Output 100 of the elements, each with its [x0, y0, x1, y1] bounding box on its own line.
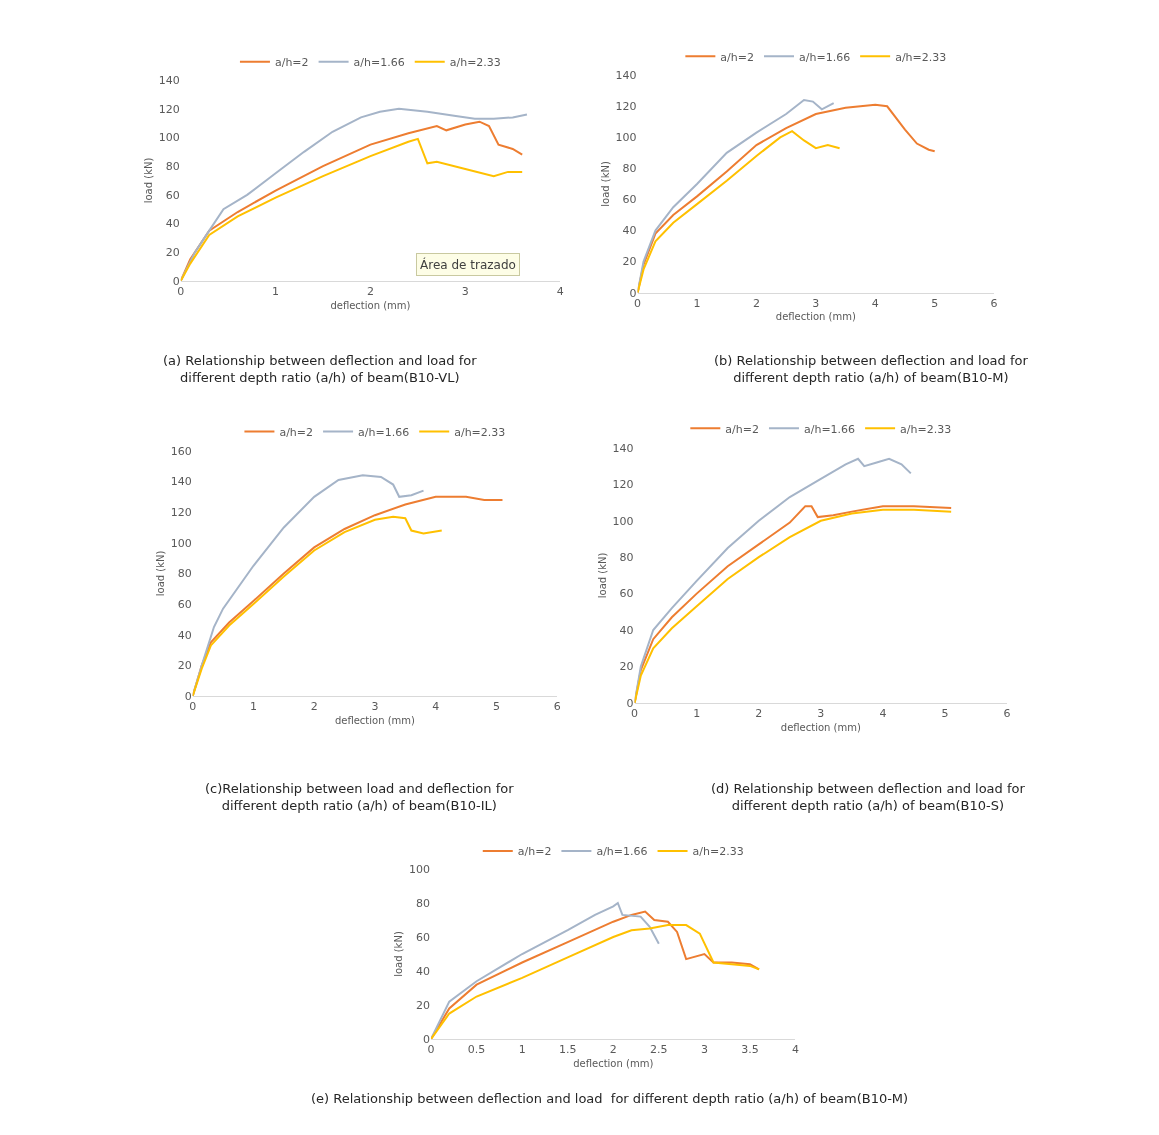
y-tick-label: 120 — [615, 100, 637, 114]
y-tick-label: 80 — [165, 159, 180, 173]
x-tick-label: 5 — [941, 707, 949, 721]
y-tick-label: 140 — [170, 475, 192, 489]
x-tick-label: 0.5 — [467, 1043, 486, 1057]
x-axis-title: deflection (mm) — [775, 311, 856, 323]
y-tick-label: 120 — [170, 505, 192, 519]
y-axis-title: load (kN) — [142, 157, 154, 204]
y-tick-label: 0 — [172, 274, 180, 288]
y-tick-label: 40 — [619, 623, 634, 637]
y-tick-label: 20 — [622, 255, 637, 269]
y-tick-label: 40 — [622, 224, 637, 238]
y-tick-label: 140 — [615, 69, 637, 83]
x-tick-label: 3 — [461, 285, 469, 299]
legend-label: a/h=1.66 — [353, 55, 405, 69]
x-tick-label: 1 — [693, 707, 701, 721]
x-tick-label: 3 — [817, 707, 825, 721]
y-tick-label: 100 — [615, 131, 637, 145]
legend-label: a/h=2.33 — [449, 55, 501, 69]
y-tick-label: 80 — [619, 551, 634, 565]
x-tick-label: 2 — [752, 296, 760, 310]
y-tick-label: 20 — [619, 660, 634, 674]
x-tick-label: 2 — [366, 285, 374, 299]
x-tick-label: 6 — [990, 296, 998, 310]
x-tick-label: 2.5 — [650, 1043, 668, 1057]
y-tick-label: 60 — [619, 587, 634, 601]
text: (d) Relationship between deflection and load for different depth ratio (a/h) of beam(B10-S) — [711, 781, 1026, 813]
y-tick-label: 60 — [416, 930, 431, 944]
y-tick-label: 100 — [170, 536, 192, 550]
x-axis-title: deflection (mm) — [780, 721, 861, 733]
text: (e) Relationship between deflection and load for different depth ratio (a/h) of beam(B10-M) — [311, 1091, 909, 1106]
x-tick-label: 1 — [518, 1043, 526, 1057]
y-tick-label: 0 — [423, 1032, 431, 1046]
line-series — [192, 515, 443, 696]
legend-label: a/h=2 — [725, 422, 759, 436]
y-tick-label: 140 — [158, 73, 180, 87]
x-tick-label: 2 — [755, 707, 763, 721]
legend-label: a/h=1.66 — [803, 422, 856, 436]
x-tick-label: 5 — [931, 296, 939, 310]
text: (b) Relationship between deflection and load for different depth ratio (a/h) of beam(B10-M) — [714, 353, 1029, 385]
x-axis-title: deflection (mm) — [330, 299, 411, 311]
x-tick-label: 6 — [553, 700, 561, 714]
y-tick-label: 20 — [165, 246, 180, 259]
x-tick-label: 1.5 — [558, 1043, 577, 1057]
x-tick-label: 2 — [609, 1043, 617, 1057]
y-tick-label: 160 — [170, 444, 192, 458]
x-tick-label: 3 — [812, 296, 820, 310]
legend-label: a/h=2 — [517, 845, 552, 859]
x-tick-label: 4 — [879, 707, 887, 721]
y-axis-title: load (kN) — [599, 161, 611, 207]
y-tick-label: 80 — [177, 567, 192, 581]
x-tick-label: 1 — [249, 700, 257, 714]
x-tick-label: 2 — [310, 700, 318, 714]
y-tick-label: 60 — [165, 188, 180, 202]
legend-label: a/h=1.66 — [799, 50, 851, 64]
x-tick-label: 1 — [272, 285, 280, 299]
y-tick-label: 120 — [612, 478, 634, 492]
y-tick-label: 20 — [416, 998, 431, 1012]
y-axis-title: load (kN) — [393, 931, 405, 977]
annotation: Área de trazado — [420, 257, 516, 272]
y-tick-label: 100 — [612, 514, 634, 528]
y-tick-label: 100 — [158, 131, 180, 145]
y-tick-label: 20 — [177, 659, 192, 673]
legend-label: a/h=2.33 — [900, 422, 952, 436]
text: (c)Relationship between load and deflection for different depth ratio (a/h) of beam(B10-IL) — [205, 781, 515, 813]
x-axis-title: deflection (mm) — [573, 1057, 654, 1069]
legend-label: a/h=1.66 — [358, 425, 410, 439]
legend-label: a/h=2 — [274, 55, 309, 69]
x-tick-label: 6 — [1003, 707, 1011, 721]
y-tick-label: 0 — [184, 689, 192, 703]
y-axis-title: load (kN) — [154, 550, 166, 597]
legend-label: a/h=2.33 — [454, 425, 506, 439]
x-tick-label: 3.5 — [741, 1043, 759, 1057]
legend-label: a/h=2.33 — [692, 845, 744, 859]
y-tick-label: 100 — [409, 862, 431, 876]
y-tick-label: 60 — [177, 597, 192, 611]
x-tick-label: 4 — [432, 700, 440, 714]
y-tick-label: 140 — [612, 441, 634, 455]
x-tick-label: 3 — [700, 1043, 708, 1057]
x-tick-label: 1 — [693, 296, 701, 310]
y-tick-label: 80 — [416, 896, 431, 910]
text: (a) Relationship between deflection and load for different depth ratio (a/h) of beam(B10-VL) — [163, 353, 478, 385]
x-tick-label: 4 — [792, 1043, 799, 1057]
y-tick-label: 40 — [416, 964, 431, 978]
legend-label: a/h=1.66 — [596, 845, 648, 859]
line-series — [637, 130, 841, 293]
y-tick-label: 40 — [165, 217, 180, 231]
x-tick-label: 5 — [492, 700, 500, 714]
x-tick-label: 3 — [371, 700, 379, 714]
x-tick-label: 4 — [871, 296, 879, 310]
legend-label: a/h=2 — [279, 425, 314, 439]
legend-label: a/h=2.33 — [895, 50, 947, 64]
y-tick-label: 80 — [622, 162, 637, 176]
y-tick-label: 40 — [177, 628, 192, 642]
y-tick-label: 60 — [622, 193, 637, 207]
x-tick-label: 4 — [556, 285, 564, 299]
y-axis-title: load (kN) — [596, 552, 608, 599]
legend-label: a/h=2 — [720, 50, 754, 64]
x-axis-title: deflection (mm) — [334, 714, 416, 726]
y-tick-label: 120 — [158, 102, 180, 116]
